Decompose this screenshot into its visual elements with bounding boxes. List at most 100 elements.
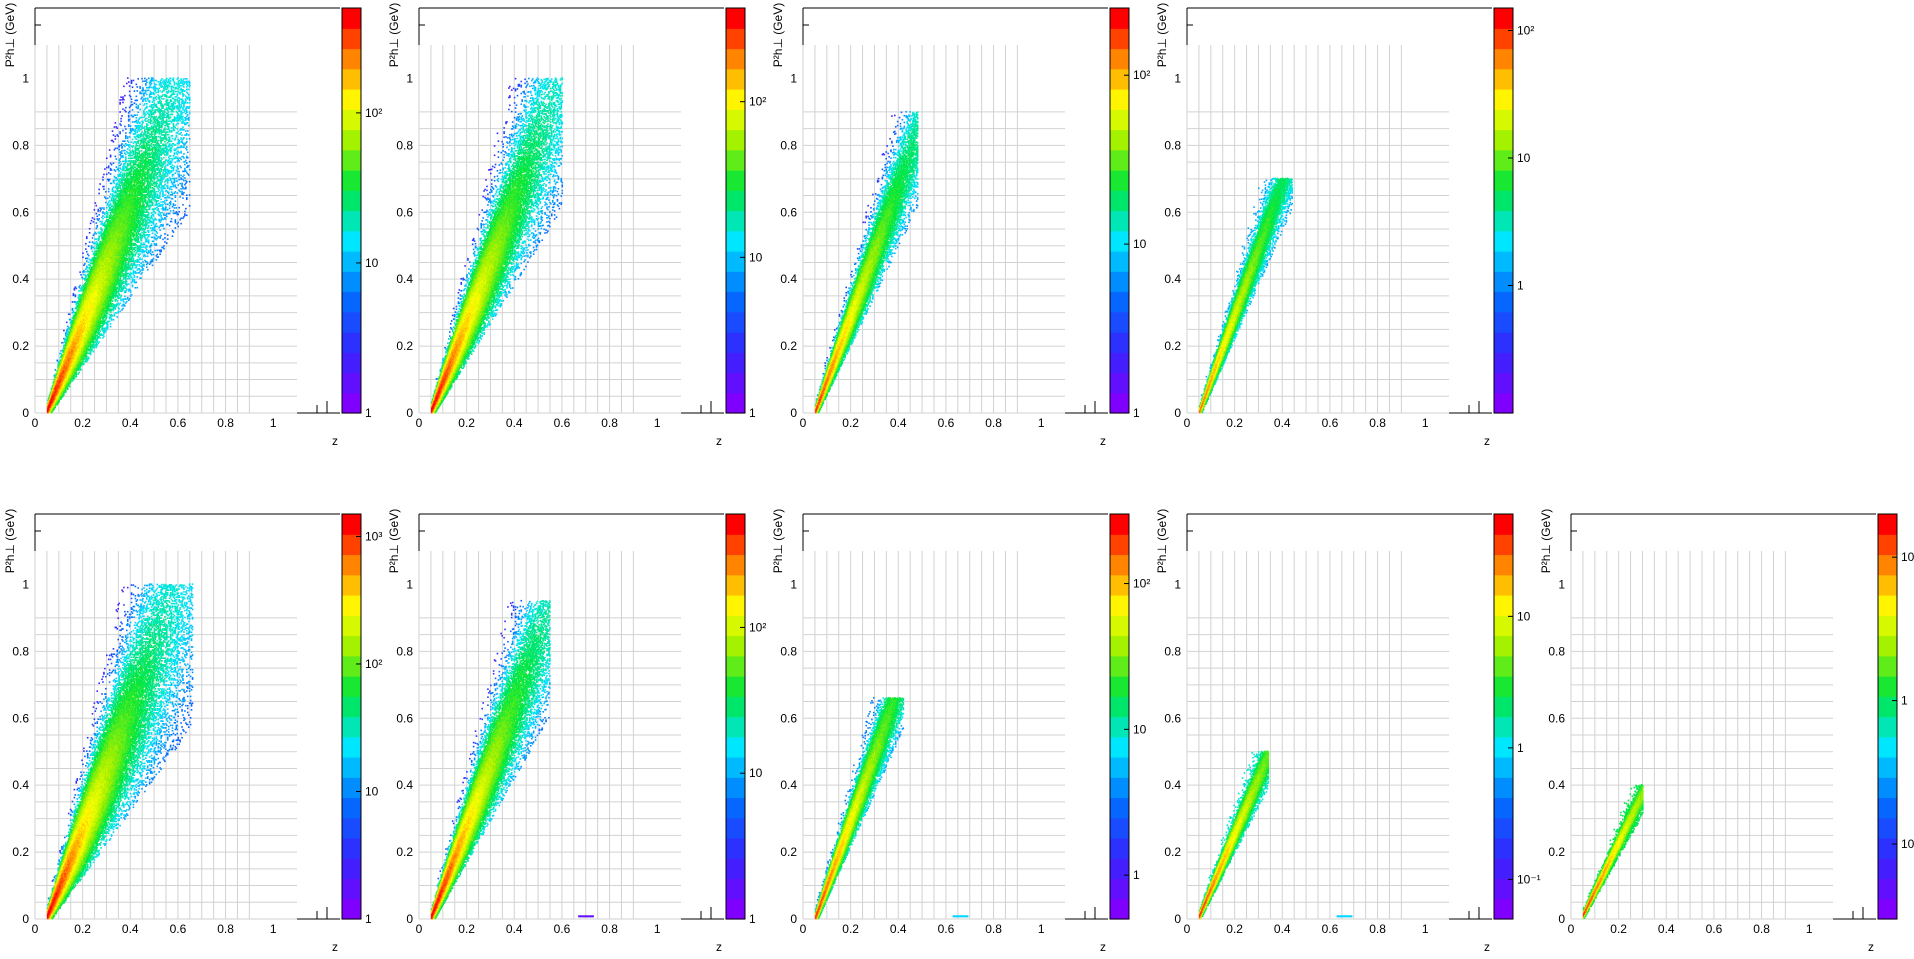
heatmap-cell <box>117 291 119 293</box>
heatmap-cell <box>110 326 112 328</box>
heatmap-cell <box>124 126 126 128</box>
heatmap-cell <box>118 304 120 306</box>
heatmap-cell <box>122 155 124 157</box>
heatmap-cell <box>94 345 96 347</box>
heatmap-cell <box>101 221 103 223</box>
heatmap-cell <box>80 369 82 371</box>
heatmap-cell <box>107 313 109 315</box>
heatmap-cell <box>95 233 97 235</box>
heatmap-cell <box>110 155 112 157</box>
heatmap-cell <box>98 332 100 334</box>
heatmap-cell <box>72 308 74 310</box>
heatmap-cell <box>85 248 87 250</box>
heatmap-cell <box>104 168 106 170</box>
heatmap-cell <box>122 308 124 310</box>
heatmap-cell <box>117 186 119 188</box>
heatmap-cell <box>72 312 74 314</box>
heatmap-cell <box>113 319 115 321</box>
heatmap-cell <box>119 161 121 163</box>
heatmap-cell <box>101 207 103 209</box>
heatmap-cell <box>102 215 104 217</box>
heatmap-cell <box>111 197 113 199</box>
heatmap-cell <box>124 95 126 97</box>
heatmap-cell <box>103 174 105 176</box>
heatmap-cell <box>95 228 97 230</box>
heatmap-cell <box>120 118 122 120</box>
heatmap-cell <box>125 156 127 158</box>
heatmap-cell <box>107 212 109 214</box>
heatmap-cell <box>82 252 84 254</box>
heatmap-cell <box>124 172 126 174</box>
heatmap-cell <box>114 149 116 151</box>
heatmap-cell <box>124 150 126 152</box>
heatmap-cell <box>114 180 116 182</box>
heatmap-cell <box>121 146 123 148</box>
heatmap-cell <box>123 177 125 179</box>
heatmap-cell <box>120 96 122 98</box>
heatmap-cell <box>110 173 112 175</box>
heatmap-cell <box>93 234 95 236</box>
heatmap-cell <box>98 233 100 235</box>
heatmap-cell <box>116 300 118 302</box>
heatmap-cell <box>116 158 118 160</box>
heatmap-cell <box>121 115 123 117</box>
heatmap-cell <box>102 179 104 181</box>
heatmap-cell <box>104 216 106 218</box>
heatmap-cell <box>105 198 107 200</box>
heatmap-cell <box>63 330 65 332</box>
heatmap-cell <box>118 145 120 147</box>
heatmap-cell <box>86 236 88 238</box>
heatmap-cell <box>98 341 100 343</box>
heatmap-cell <box>124 296 126 298</box>
heatmap-cell <box>93 221 95 223</box>
heatmap-cell <box>121 143 123 145</box>
heatmap-cell <box>105 191 107 193</box>
heatmap-cell <box>100 209 102 211</box>
heatmap-cell <box>117 311 119 313</box>
heatmap-cell <box>119 303 121 305</box>
heatmap-cell <box>115 170 117 172</box>
heatmap-cell <box>74 288 76 290</box>
heatmap-cell <box>105 330 107 332</box>
heatmap-cell <box>108 188 110 190</box>
heatmap-cell <box>78 290 80 292</box>
heatmap-cell <box>123 86 125 88</box>
heatmap-cell <box>119 131 121 133</box>
heatmap-cell <box>88 261 90 263</box>
heatmap-cell <box>125 298 127 300</box>
heatmap-cell <box>125 302 127 304</box>
heatmap-cell <box>121 99 123 101</box>
heatmap-cell <box>86 251 88 253</box>
heatmap-cell <box>119 158 121 160</box>
heatmap-cell <box>112 315 114 317</box>
heatmap-cell <box>113 141 115 143</box>
heatmap-cell <box>75 288 77 290</box>
heatmap-cell <box>123 281 125 283</box>
heatmap-cell <box>111 318 113 320</box>
heatmap-cell <box>109 321 111 323</box>
heatmap-cell <box>96 344 98 346</box>
heatmap-cell <box>109 196 111 198</box>
heatmap-cell <box>92 251 94 253</box>
heatmap-cell <box>124 146 126 148</box>
heatmap-cell <box>111 183 113 185</box>
heatmap-cell <box>98 189 100 191</box>
heatmap-cell <box>98 214 100 216</box>
heatmap-cell <box>102 337 104 339</box>
heatmap-cell <box>108 165 110 167</box>
heatmap-cell <box>116 166 118 168</box>
heatmap-cell <box>102 211 104 213</box>
heatmap-cell <box>83 264 85 266</box>
heatmap-cell <box>120 185 122 187</box>
heatmap-cell <box>111 169 113 171</box>
heatmap-cell <box>78 372 80 374</box>
heatmap-cell <box>119 99 121 101</box>
heatmap-cell <box>97 209 99 211</box>
heatmap-cell <box>73 293 75 295</box>
heatmap-cell <box>89 241 91 243</box>
heatmap-cell <box>119 102 121 104</box>
heatmap-cell <box>100 223 102 225</box>
heatmap-cell <box>111 164 113 166</box>
heatmap-cell <box>106 329 108 331</box>
heatmap-cell <box>75 294 77 296</box>
